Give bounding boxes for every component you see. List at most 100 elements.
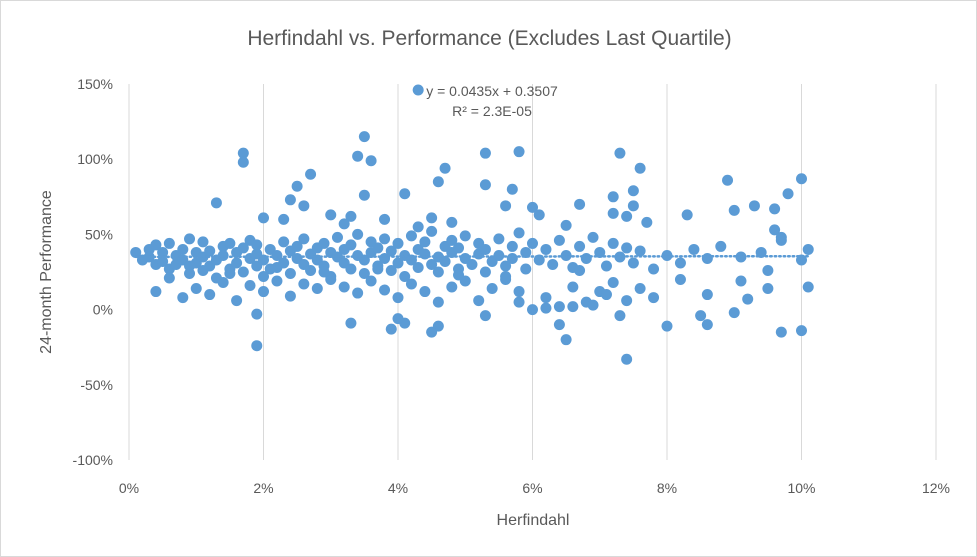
x-tick-label: 4% — [388, 480, 408, 496]
data-point — [318, 266, 330, 278]
data-point — [513, 146, 525, 158]
data-point — [426, 212, 438, 224]
data-point — [520, 263, 532, 275]
data-point — [157, 246, 169, 258]
data-point — [345, 317, 357, 329]
data-point — [513, 227, 525, 239]
data-point — [802, 281, 814, 293]
data-point — [479, 310, 491, 322]
data-point — [506, 183, 518, 195]
data-point — [695, 310, 707, 322]
data-point — [493, 233, 505, 245]
data-point — [506, 252, 518, 264]
data-point — [479, 179, 491, 191]
data-point — [284, 194, 296, 206]
data-point — [796, 325, 807, 337]
data-point — [345, 263, 357, 275]
data-point — [210, 197, 222, 209]
data-point — [715, 240, 727, 252]
data-point — [204, 289, 216, 301]
data-point — [520, 246, 532, 258]
data-point — [325, 274, 337, 286]
y-tick-label: 150% — [77, 76, 113, 92]
x-tick-label: 0% — [119, 480, 139, 496]
data-point — [258, 271, 269, 283]
data-point — [627, 200, 639, 212]
data-point — [446, 216, 458, 228]
data-point — [177, 243, 189, 255]
data-point — [352, 228, 364, 240]
data-point — [574, 240, 586, 252]
data-point — [453, 269, 465, 281]
data-point — [500, 260, 512, 272]
data-point — [251, 340, 263, 352]
data-point — [782, 188, 794, 200]
data-point — [769, 224, 781, 236]
data-point — [553, 234, 565, 246]
data-point — [540, 292, 552, 304]
data-point — [352, 150, 364, 162]
data-point — [439, 255, 451, 267]
data-point — [493, 249, 505, 261]
data-point — [802, 243, 814, 255]
data-point — [163, 237, 175, 249]
data-point — [204, 245, 216, 257]
data-point — [412, 221, 424, 233]
data-point — [728, 204, 740, 216]
data-point — [634, 245, 646, 257]
data-point — [661, 320, 673, 332]
data-point — [607, 277, 619, 289]
data-point — [479, 147, 491, 159]
data-point — [358, 131, 370, 143]
data-point — [278, 257, 290, 269]
data-point — [607, 237, 619, 249]
data-point — [311, 283, 323, 295]
data-point — [291, 240, 303, 252]
data-point — [560, 334, 572, 346]
data-point — [466, 258, 478, 270]
data-point — [479, 266, 491, 278]
data-point — [567, 281, 579, 293]
data-point — [379, 213, 391, 225]
data-point — [224, 268, 236, 280]
data-point — [553, 319, 565, 331]
y-axis-title: 24-month Performance — [38, 190, 55, 354]
data-point — [621, 242, 633, 254]
data-point — [365, 155, 377, 167]
x-tick-label: 8% — [657, 480, 677, 496]
data-point — [345, 239, 357, 251]
data-point — [574, 264, 586, 276]
data-point — [271, 249, 283, 261]
data-point — [688, 243, 700, 255]
data-point — [372, 242, 384, 254]
data-point — [560, 219, 572, 231]
data-point — [540, 302, 552, 314]
data-point — [184, 268, 196, 280]
data-point — [775, 326, 787, 338]
data-point — [405, 278, 417, 290]
data-point — [197, 264, 209, 276]
data-point — [426, 225, 438, 237]
data-point — [614, 310, 626, 322]
y-tick-label: 100% — [77, 151, 113, 167]
data-point — [224, 237, 236, 249]
data-point — [258, 212, 269, 224]
data-point — [567, 301, 579, 313]
data-point — [197, 236, 209, 248]
data-point — [412, 261, 424, 273]
data-point — [527, 201, 538, 213]
data-point — [379, 233, 391, 245]
data-point — [177, 292, 189, 304]
data-point — [486, 283, 498, 295]
data-point — [426, 326, 438, 338]
data-point — [150, 239, 162, 251]
data-point — [432, 266, 444, 278]
data-point — [641, 216, 653, 228]
data-point — [594, 246, 606, 258]
data-point — [634, 162, 646, 174]
data-point — [271, 275, 283, 287]
data-point — [513, 296, 525, 308]
data-point — [237, 266, 249, 278]
